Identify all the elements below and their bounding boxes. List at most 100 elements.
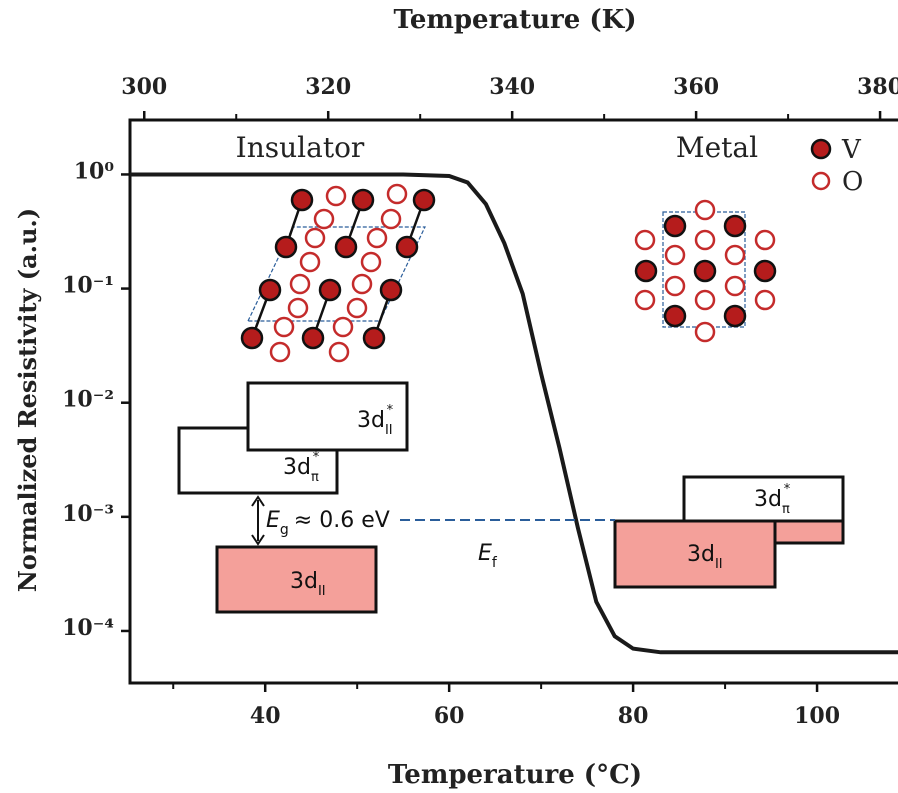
vanadium-atom (362, 326, 386, 350)
oxygen-atom (386, 183, 408, 205)
band-label-base: 3d (687, 542, 715, 567)
band-label-sup: * (387, 403, 394, 418)
vanadium-atom (274, 235, 298, 259)
oxygen-atom (346, 297, 368, 319)
y-tick-label: 10⁻³ (62, 501, 114, 527)
vanadium-atom (258, 278, 282, 302)
y-tick-label: 10⁰ (74, 158, 115, 184)
oxygen-atom (694, 289, 716, 311)
y-tick-label: 10⁻⁴ (62, 615, 114, 641)
y-axis-title: Normalized Resistivity (a.u.) (13, 208, 42, 592)
vanadium-atom (663, 214, 687, 238)
oxygen-atom (304, 227, 326, 249)
band-label: 3dII (290, 569, 326, 599)
phase-label: Metal (676, 131, 758, 164)
y-tick-label: 10⁻¹ (62, 273, 114, 299)
gap-symbol: E (266, 508, 280, 533)
band-label: 3dπ * (754, 482, 791, 517)
oxygen-atom (269, 341, 291, 363)
x-tick-label: 80 (618, 703, 649, 729)
x2-tick-label: 300 (121, 74, 167, 100)
gap-arrowhead (251, 495, 265, 546)
oxygen-atom (332, 316, 354, 338)
band-label: 3dII * (357, 403, 394, 438)
band (246, 381, 409, 452)
oxygen-atom (694, 229, 716, 251)
vanadium-atom (663, 304, 687, 328)
band-label-sub: π (311, 470, 319, 485)
x2-tick-label: 380 (857, 74, 898, 100)
vanadium-atom (395, 235, 419, 259)
band (215, 545, 378, 614)
oxygen-atom (724, 275, 746, 297)
band-label-sub: II (385, 423, 393, 438)
band-label-base: 3d (357, 408, 385, 433)
fermi-sub: f (492, 555, 498, 571)
oxygen-atom (754, 289, 776, 311)
vanadium-atom (318, 278, 342, 302)
band-label-base: 3d (754, 487, 782, 512)
oxygen-atom (351, 273, 373, 295)
oxygen-atom (273, 316, 295, 338)
band (613, 519, 777, 589)
oxygen-atom (634, 289, 656, 311)
oxygen-atom (754, 229, 776, 251)
oxygen-atom (366, 227, 388, 249)
x2-tick-label: 340 (489, 74, 535, 100)
x2-tick-label: 320 (305, 74, 351, 100)
vanadium-atom (334, 235, 358, 259)
gap-text: ≈ 0.6 eV (294, 508, 390, 533)
x2-tick-label: 360 (673, 74, 719, 100)
vanadium-atom (693, 259, 717, 283)
band-label-base: 3d (290, 569, 318, 594)
vanadium-atom (412, 188, 436, 212)
x2-axis-title: Temperature (K) (393, 5, 636, 35)
band-label-sub: II (318, 584, 326, 599)
band-label-sub: II (715, 557, 723, 572)
vanadium-atom (351, 188, 375, 212)
vanadium-atom (379, 278, 403, 302)
legend-label: O (842, 167, 863, 197)
y-tick-label: 10⁻² (62, 387, 114, 413)
oxygen-atom (694, 321, 716, 343)
phase-label: Insulator (236, 131, 365, 164)
gap-label: Eg ≈ 0.6 eV (266, 508, 390, 538)
oxygen-atom (634, 229, 656, 251)
legend-label: V (841, 135, 862, 165)
vanadium-atom (240, 326, 264, 350)
band-label-base: 3d (283, 455, 311, 480)
vanadium-atom (753, 259, 777, 283)
legend-marker (810, 138, 832, 160)
vanadium-atom (301, 326, 325, 350)
oxygen-atom (380, 208, 402, 230)
oxygen-atom (287, 297, 309, 319)
oxygen-atom (289, 273, 311, 295)
x-tick-label: 100 (794, 703, 840, 729)
vanadium-atom (634, 259, 658, 283)
band-label: 3dII (687, 542, 723, 572)
vanadium-atom (723, 304, 747, 328)
resistivity-curve (130, 172, 898, 655)
oxygen-atom (325, 185, 347, 207)
oxygen-atom (328, 341, 350, 363)
gap-sub: g (280, 522, 289, 538)
x-tick-label: 40 (250, 703, 281, 729)
x-axis-title: Temperature (°C) (388, 760, 642, 790)
band-label-sup: * (313, 450, 320, 465)
oxygen-atom (664, 275, 686, 297)
oxygen-atom (313, 208, 335, 230)
fermi-symbol: E (478, 541, 492, 566)
oxygen-atom (664, 244, 686, 266)
band (773, 519, 845, 545)
legend-marker (811, 171, 831, 191)
band-label: 3dπ * (283, 450, 320, 485)
vanadium-atom (723, 214, 747, 238)
x-tick-label: 60 (434, 703, 465, 729)
band-label-sub: π (782, 502, 790, 517)
oxygen-atom (360, 251, 382, 273)
vanadium-atom (290, 188, 314, 212)
oxygen-atom (724, 244, 746, 266)
oxygen-atom (299, 251, 321, 273)
band-label-sup: * (784, 482, 791, 497)
